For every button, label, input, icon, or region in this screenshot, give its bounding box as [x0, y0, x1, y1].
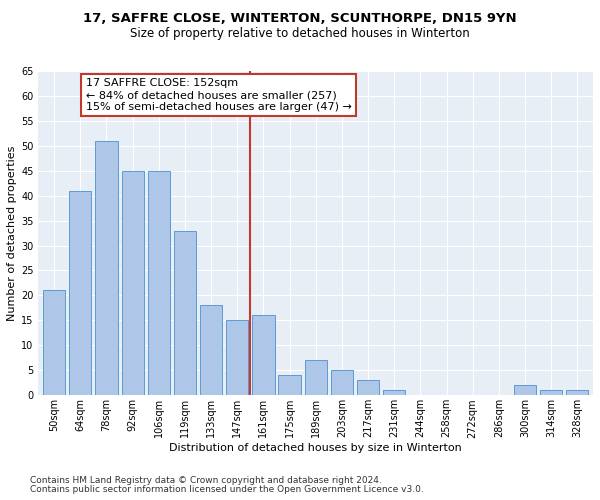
Bar — [148, 170, 170, 395]
Bar — [331, 370, 353, 395]
Bar — [540, 390, 562, 395]
Bar — [357, 380, 379, 395]
Y-axis label: Number of detached properties: Number of detached properties — [7, 146, 17, 321]
Bar — [226, 320, 248, 395]
Bar — [95, 141, 118, 395]
Bar — [278, 376, 301, 395]
Bar — [200, 306, 222, 395]
Bar — [253, 316, 275, 395]
Bar — [43, 290, 65, 395]
Bar — [566, 390, 589, 395]
Bar — [122, 170, 144, 395]
Text: Size of property relative to detached houses in Winterton: Size of property relative to detached ho… — [130, 28, 470, 40]
Bar — [174, 230, 196, 395]
Bar — [305, 360, 327, 395]
Text: 17 SAFFRE CLOSE: 152sqm
← 84% of detached houses are smaller (257)
15% of semi-d: 17 SAFFRE CLOSE: 152sqm ← 84% of detache… — [86, 78, 352, 112]
Text: Contains HM Land Registry data © Crown copyright and database right 2024.: Contains HM Land Registry data © Crown c… — [30, 476, 382, 485]
Bar — [69, 190, 91, 395]
Bar — [514, 385, 536, 395]
Bar — [383, 390, 406, 395]
X-axis label: Distribution of detached houses by size in Winterton: Distribution of detached houses by size … — [169, 443, 462, 453]
Text: Contains public sector information licensed under the Open Government Licence v3: Contains public sector information licen… — [30, 484, 424, 494]
Text: 17, SAFFRE CLOSE, WINTERTON, SCUNTHORPE, DN15 9YN: 17, SAFFRE CLOSE, WINTERTON, SCUNTHORPE,… — [83, 12, 517, 26]
